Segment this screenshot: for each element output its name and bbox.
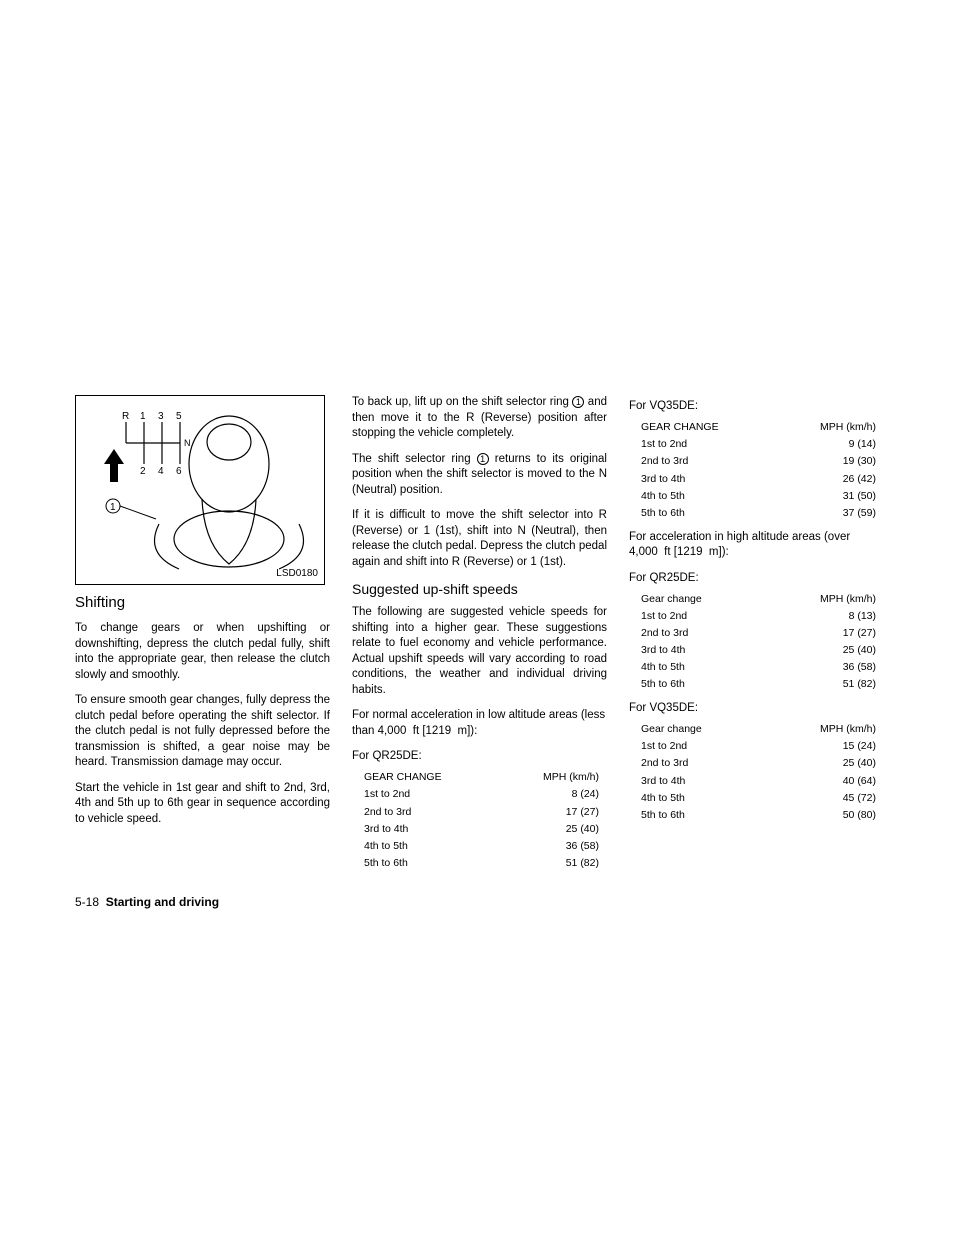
- table-header-gear: GEAR CHANGE: [641, 419, 770, 436]
- table-low-vq35: GEAR CHANGE MPH (km/h) 1st to 2nd9 (14) …: [641, 419, 896, 522]
- table-header-speed: MPH (km/h): [770, 419, 896, 436]
- svg-text:1: 1: [110, 502, 116, 513]
- circled-1-icon: 1: [572, 396, 584, 408]
- column-2: To back up, lift up on the shift selecto…: [352, 395, 607, 880]
- table-high-qr25: Gear change MPH (km/h) 1st to 2nd8 (13) …: [641, 590, 896, 693]
- table-low-qr25: GEAR CHANGE MPH (km/h) 1st to 2nd8 (24) …: [364, 769, 619, 872]
- table-row: 2nd to 3rd25 (40): [641, 755, 896, 772]
- table-row: 5th to 6th50 (80): [641, 807, 896, 824]
- para-high-altitude: For acceleration in high altitude areas …: [629, 530, 884, 561]
- svg-text:2: 2: [140, 466, 146, 477]
- table-row: 3rd to 4th26 (42): [641, 470, 896, 487]
- para-backup: To back up, lift up on the shift selecto…: [352, 395, 607, 442]
- table-header-speed: MPH (km/h): [754, 590, 896, 607]
- table-row: 1st to 2nd8 (13): [641, 607, 896, 624]
- table-row: 1st to 2nd15 (24): [641, 738, 896, 755]
- table-row: 4th to 5th36 (58): [641, 659, 896, 676]
- heading-suggested-speeds: Suggested up-shift speeds: [352, 580, 607, 599]
- table-row: 4th to 5th45 (72): [641, 789, 896, 806]
- table-header-gear: Gear change: [641, 721, 754, 738]
- table-row: 3rd to 4th25 (40): [641, 642, 896, 659]
- column-3: For VQ35DE: GEAR CHANGE MPH (km/h) 1st t…: [629, 395, 884, 880]
- heading-shifting: Shifting: [75, 593, 330, 613]
- svg-text:5: 5: [176, 411, 182, 422]
- page-footer: 5-18 Starting and driving: [75, 894, 219, 910]
- para-low-altitude: For normal acceleration in low altitude …: [352, 708, 607, 739]
- section-title: Starting and driving: [106, 895, 219, 909]
- shifter-diagram-icon: R 1 3 5 2 4 6 N 1: [84, 404, 318, 574]
- svg-text:N: N: [184, 438, 191, 448]
- table-header-gear: Gear change: [641, 590, 754, 607]
- table-row: 2nd to 3rd17 (27): [364, 803, 619, 820]
- label-qr25-high: For QR25DE:: [629, 571, 884, 587]
- para-smooth-changes: To ensure smooth gear changes, fully dep…: [75, 693, 330, 771]
- column-1: R 1 3 5 2 4 6 N 1: [75, 395, 330, 880]
- table-header-speed: MPH (km/h): [493, 769, 619, 786]
- page-content: R 1 3 5 2 4 6 N 1: [75, 395, 885, 880]
- label-vq35-high: For VQ35DE:: [629, 701, 884, 717]
- table-high-vq35: Gear change MPH (km/h) 1st to 2nd15 (24)…: [641, 721, 896, 824]
- figure-label: LSD0180: [276, 567, 318, 581]
- para-backup-a: To back up, lift up on the shift selecto…: [352, 396, 572, 408]
- para-ring-a: The shift selector ring: [352, 453, 477, 465]
- table-row: 4th to 5th31 (50): [641, 487, 896, 504]
- label-vq35-low: For VQ35DE:: [629, 399, 884, 415]
- table-row: 1st to 2nd8 (24): [364, 786, 619, 803]
- table-row: 1st to 2nd9 (14): [641, 436, 896, 453]
- circled-1-icon: 1: [477, 453, 489, 465]
- svg-text:R: R: [122, 411, 129, 422]
- label-qr25-low: For QR25DE:: [352, 749, 607, 765]
- table-row: 5th to 6th37 (59): [641, 504, 896, 521]
- table-row: 5th to 6th51 (82): [641, 676, 896, 693]
- table-header-gear: GEAR CHANGE: [364, 769, 493, 786]
- table-row: 3rd to 4th25 (40): [364, 820, 619, 837]
- para-start-1st: Start the vehicle in 1st gear and shift …: [75, 781, 330, 828]
- table-header-speed: MPH (km/h): [754, 721, 896, 738]
- page-number: 5-18: [75, 895, 99, 909]
- table-row: 2nd to 3rd19 (30): [641, 453, 896, 470]
- table-row: 4th to 5th36 (58): [364, 837, 619, 854]
- svg-text:4: 4: [158, 466, 164, 477]
- svg-text:6: 6: [176, 466, 182, 477]
- svg-text:3: 3: [158, 411, 164, 422]
- table-row: 3rd to 4th40 (64): [641, 772, 896, 789]
- para-ring-return: The shift selector ring 1 returns to its…: [352, 452, 607, 499]
- table-row: 5th to 6th51 (82): [364, 855, 619, 872]
- shift-diagram-figure: R 1 3 5 2 4 6 N 1: [75, 395, 325, 585]
- svg-text:1: 1: [140, 411, 146, 422]
- para-suggested-intro: The following are suggested vehicle spee…: [352, 605, 607, 698]
- table-row: 2nd to 3rd17 (27): [641, 624, 896, 641]
- para-change-gears: To change gears or when upshifting or do…: [75, 621, 330, 683]
- para-difficult-shift: If it is difficult to move the shift sel…: [352, 508, 607, 570]
